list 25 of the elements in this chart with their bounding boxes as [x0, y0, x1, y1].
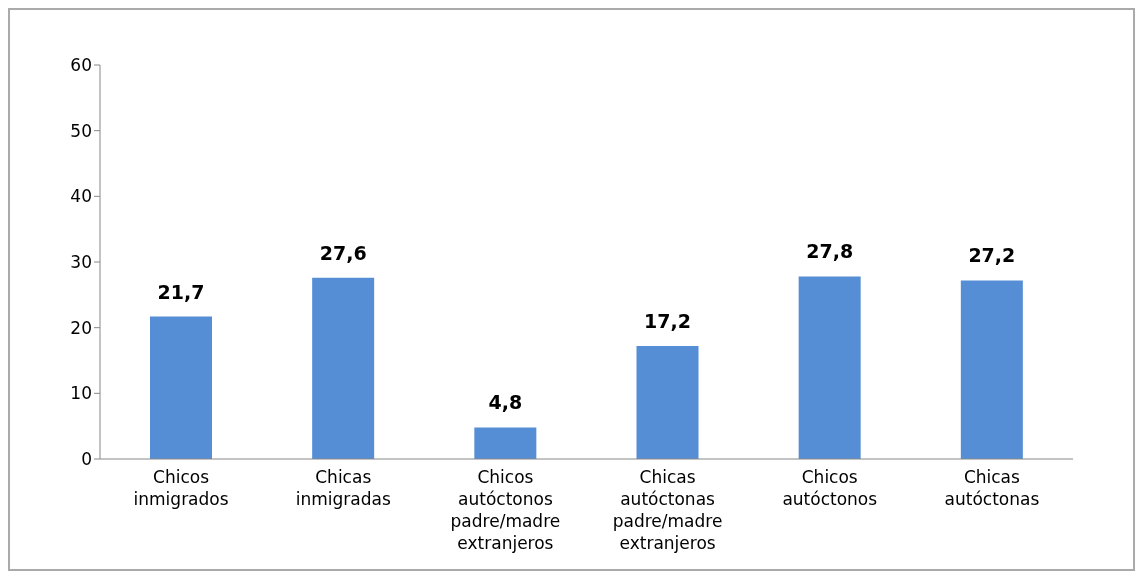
y-tick-label: 0 [81, 449, 92, 470]
y-tick-label: 10 [70, 383, 92, 404]
y-tick-label: 50 [70, 120, 92, 141]
y-tick-label: 20 [70, 317, 92, 338]
y-tick-label: 60 [70, 55, 92, 76]
x-tick-label: Chicas autóctonas padre/madre extranjeros [612, 467, 723, 553]
bar [474, 427, 537, 459]
bar [798, 276, 861, 459]
x-tick-label: Chicas inmigradas [295, 467, 391, 509]
x-tick-label: Chicos inmigrados [133, 467, 229, 509]
x-tick-label: Chicos autóctonos padre/madre extranjeros [450, 467, 561, 553]
bar [636, 346, 699, 459]
bar [960, 280, 1023, 459]
data-label: 4,8 [488, 391, 523, 414]
bar [312, 277, 375, 459]
bar [150, 316, 212, 459]
x-tick-label: Chicos autóctonos [782, 467, 878, 509]
y-tick-label: 30 [70, 252, 92, 273]
y-tick-label: 40 [70, 186, 92, 207]
x-tick-label: Chicas autóctonas [944, 467, 1040, 509]
data-label: 27,6 [319, 241, 367, 264]
data-label: 27,8 [806, 240, 854, 263]
data-label: 17,2 [644, 310, 691, 333]
data-label: 21,7 [157, 280, 205, 303]
data-label: 27,2 [968, 244, 1016, 267]
